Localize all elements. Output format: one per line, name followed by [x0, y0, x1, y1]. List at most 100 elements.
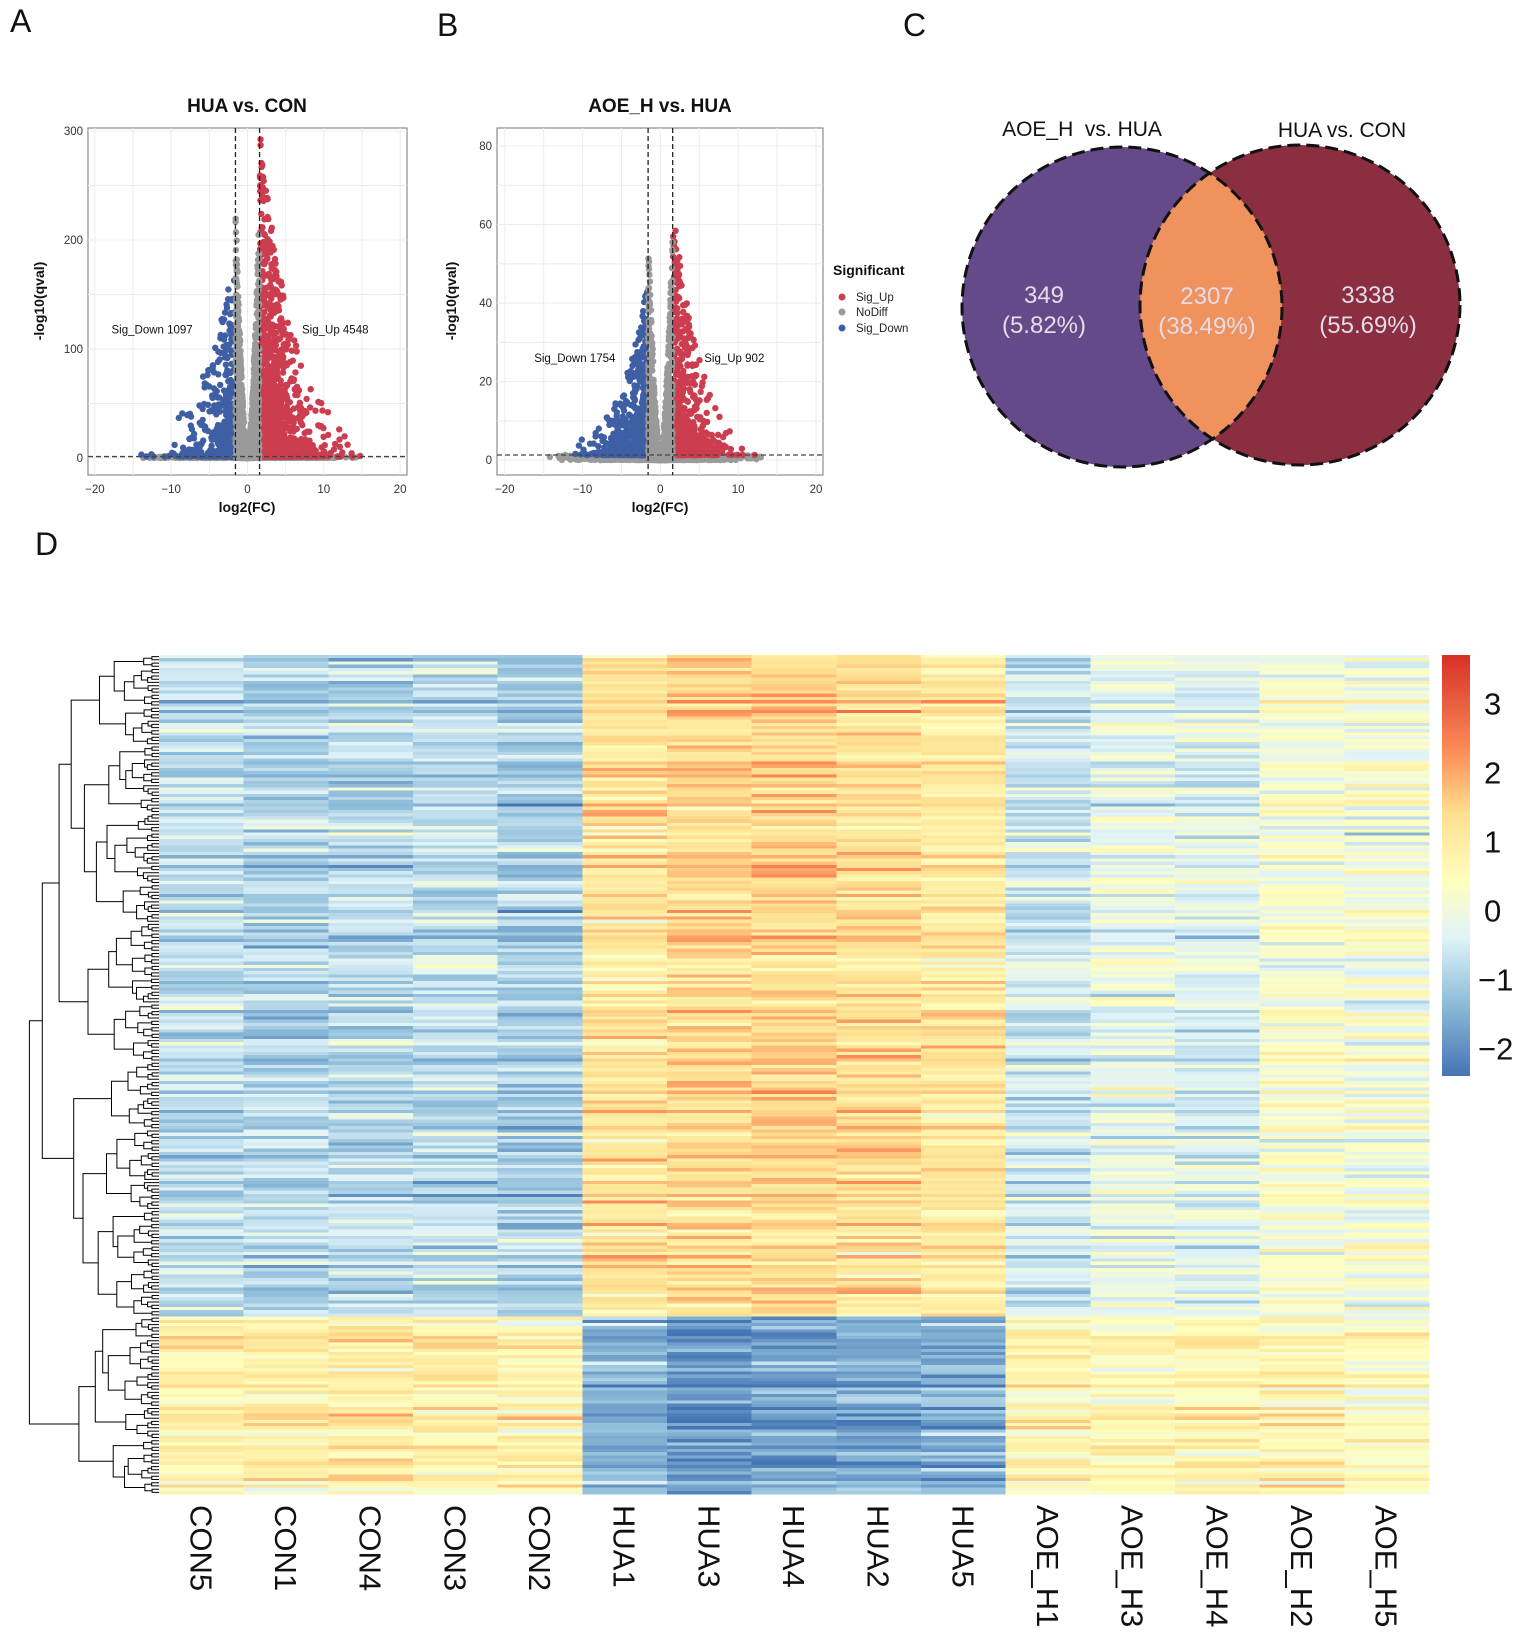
point-sig-down: [214, 358, 222, 366]
x-axis-title: log2(FC): [219, 499, 276, 515]
point-sig-down: [225, 406, 233, 413]
point-sig-up: [303, 395, 310, 403]
point-nodiff: [240, 450, 247, 457]
point-sig-up: [336, 436, 343, 443]
point-nodiff: [239, 412, 246, 419]
x-tick-label: −10: [161, 484, 181, 496]
point-sig-up: [306, 404, 314, 411]
point-sig-down: [227, 310, 234, 318]
point-nodiff: [233, 399, 240, 406]
point-sig-up: [296, 399, 304, 406]
point-nodiff: [239, 419, 246, 426]
point-sig-down: [224, 354, 231, 362]
point-sig-down: [223, 392, 231, 399]
point-sig-down: [186, 410, 194, 417]
point-sig-down: [199, 405, 206, 413]
point-nodiff: [233, 360, 240, 367]
point-sig-up: [321, 442, 328, 449]
point-sig-up: [318, 399, 325, 407]
point-nodiff: [255, 287, 262, 294]
x-tick-label: 10: [317, 484, 330, 496]
point-sig-down: [228, 379, 235, 387]
point-sig-up: [277, 377, 284, 384]
point-sig-up: [262, 335, 269, 342]
point-sig-up: [264, 213, 271, 221]
panel-label-a: A: [10, 3, 32, 39]
point-sig-up: [261, 360, 269, 368]
point-sig-up: [274, 404, 282, 411]
point-sig-down: [186, 446, 193, 453]
point-sig-up: [285, 336, 292, 343]
point-sig-up: [336, 443, 344, 450]
point-sig-down: [175, 414, 182, 422]
point-sig-up: [285, 410, 292, 418]
point-sig-up: [319, 407, 326, 414]
point-sig-down: [203, 381, 210, 388]
point-sig-up: [299, 421, 306, 429]
point-sig-up: [293, 348, 300, 355]
point-nodiff: [250, 387, 257, 394]
point-sig-up: [275, 290, 282, 297]
point-sig-up: [325, 431, 332, 439]
point-sig-up: [284, 398, 291, 405]
point-nodiff: [252, 380, 259, 388]
plot-title: AOE_H vs. HUA: [588, 96, 732, 117]
point-nodiff: [254, 280, 262, 288]
point-sig-down: [223, 430, 230, 437]
point-nodiff: [237, 428, 244, 435]
point-nodiff: [252, 332, 259, 339]
point-sig-up: [287, 445, 294, 453]
point-sig-down: [222, 361, 230, 368]
point-sig-up: [269, 431, 277, 438]
point-nodiff: [250, 430, 257, 437]
point-sig-down: [204, 371, 211, 379]
point-sig-down: [225, 286, 232, 293]
point-sig-up: [298, 439, 305, 446]
point-nodiff: [255, 257, 262, 264]
point-sig-up: [305, 440, 312, 447]
point-sig-up: [307, 386, 314, 393]
panel-label-c: C: [903, 7, 926, 43]
point-sig-up: [270, 246, 277, 253]
point-sig-up: [268, 324, 275, 332]
point-sig-up: [259, 173, 266, 180]
point-sig-up: [261, 389, 268, 396]
point-sig-up: [257, 197, 264, 204]
point-sig-up: [264, 255, 271, 262]
point-sig-up: [276, 335, 283, 342]
y-tick-label: 100: [64, 344, 83, 356]
point-sig-up: [265, 395, 272, 403]
point-nodiff: [233, 301, 240, 308]
point-sig-up: [292, 342, 300, 349]
point-sig-up: [257, 136, 264, 143]
point-sig-up: [264, 420, 272, 428]
point-sig-up: [263, 409, 271, 416]
point-sig-up: [271, 332, 278, 339]
point-nodiff: [233, 293, 240, 300]
point-sig-up: [279, 355, 287, 362]
point-sig-up: [284, 319, 291, 326]
point-sig-down: [208, 429, 216, 437]
point-sig-down: [187, 422, 194, 429]
point-sig-down: [223, 341, 230, 349]
point-sig-down: [192, 446, 199, 453]
point-sig-up: [262, 187, 270, 194]
point-nodiff: [249, 405, 256, 413]
point-sig-up: [344, 441, 351, 448]
point-sig-down: [216, 432, 223, 439]
point-sig-down: [208, 434, 215, 441]
point-sig-down: [171, 441, 178, 449]
volcano-plot-hua-vs-con: HUA vs. CON log2(FC) -log10(qval) −20 −10…: [31, 96, 408, 515]
y-axis-title: -log10(qval): [443, 262, 459, 341]
point-sig-up: [271, 356, 278, 363]
point-nodiff: [251, 412, 259, 419]
point-sig-up: [293, 425, 300, 433]
point-nodiff: [252, 445, 259, 452]
point-sig-down: [213, 405, 220, 412]
point-sig-up: [265, 291, 272, 298]
point-sig-up: [261, 435, 268, 442]
point-nodiff: [233, 366, 240, 373]
x-tick-label: 0: [244, 484, 250, 496]
point-sig-up: [298, 405, 305, 412]
point-sig-up: [267, 313, 274, 320]
